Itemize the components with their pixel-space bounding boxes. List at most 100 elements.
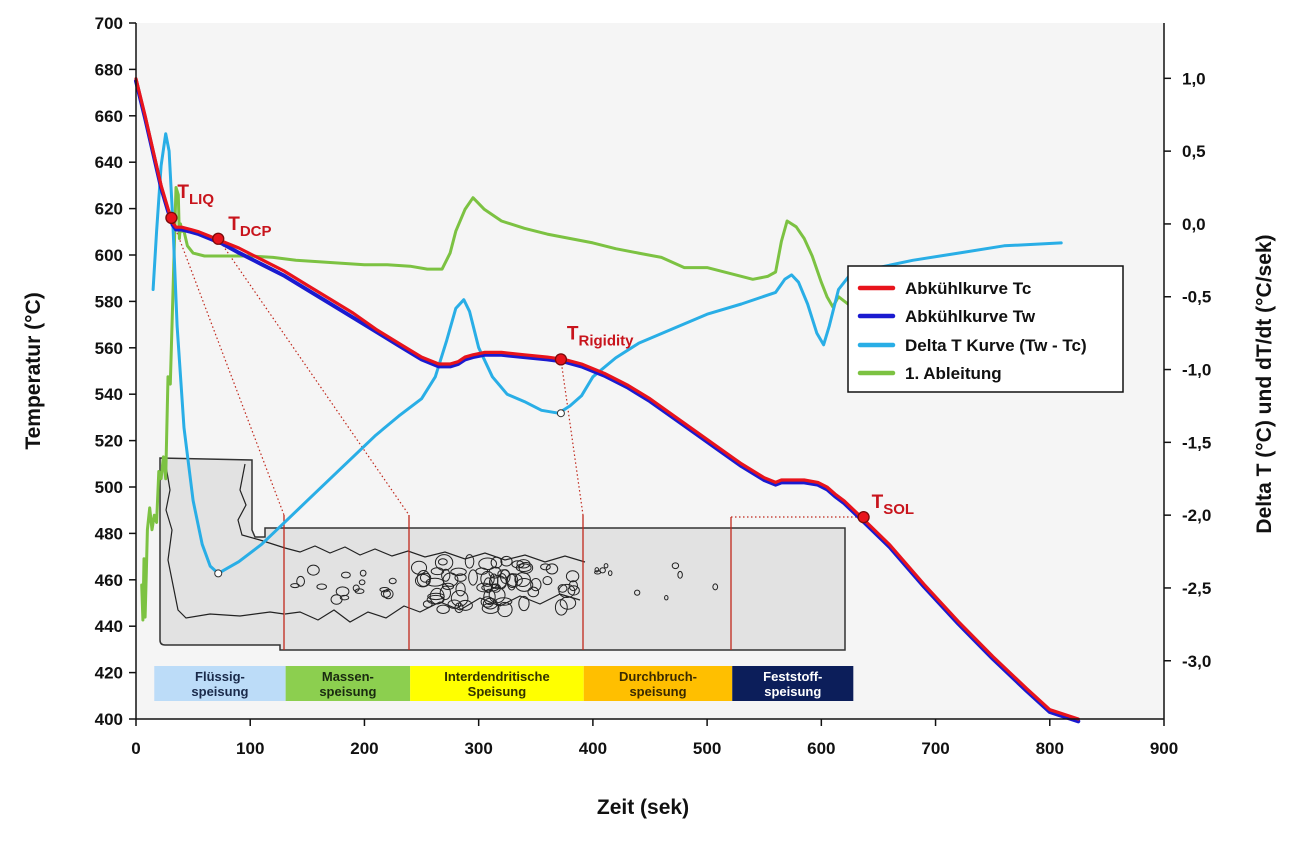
grain-cell	[500, 555, 513, 567]
grain-cell	[567, 585, 580, 596]
y-tick-label-11: 620	[95, 200, 123, 219]
zone-label-line: speisung	[629, 684, 686, 699]
zone-label-2: Interdendritische Speisung	[444, 669, 549, 699]
grain-cell	[634, 589, 641, 596]
zone-label-line: speisung	[191, 684, 248, 699]
y2-tick-label-5: -1,5	[1182, 433, 1211, 452]
marker-label-main: T	[228, 214, 240, 235]
y2-tick-label-1: 0,5	[1182, 142, 1206, 161]
grain-cell	[454, 573, 467, 582]
marker-label-sub: LIQ	[189, 191, 214, 208]
grain-cell	[514, 572, 531, 587]
marker-label-dcp: TDCP	[228, 214, 271, 240]
y-tick-label-8: 560	[95, 339, 123, 358]
grain-cell	[607, 570, 613, 576]
grain-cell	[422, 600, 433, 608]
y2-tick-label-6: -2,0	[1182, 506, 1211, 525]
grain-cell	[429, 587, 445, 605]
grain-cell	[354, 588, 365, 594]
y-tick-label-2: 440	[95, 617, 123, 636]
grain-cell	[455, 582, 466, 597]
grain-cell	[494, 597, 513, 606]
y-tick-label-12: 640	[95, 153, 123, 172]
grain-cell	[671, 562, 680, 570]
zone-label-line: Massen-	[322, 669, 374, 684]
zone-label-line: speisung	[319, 684, 376, 699]
zone-label-line: Interdendritische	[444, 669, 549, 684]
x-tick-label-2: 200	[350, 739, 378, 758]
grain-cells	[290, 554, 719, 618]
grain-cell	[497, 569, 510, 579]
grain-cell	[518, 595, 530, 612]
grain-cell	[359, 569, 367, 577]
dendrite-bottom-edge	[284, 593, 581, 623]
grain-cell	[559, 596, 577, 610]
grain-cell	[352, 584, 360, 592]
grain-cell	[447, 599, 462, 609]
series-line-derivative	[140, 186, 1075, 622]
grain-cell	[358, 579, 366, 586]
zone-bar-0	[154, 666, 286, 701]
grain-cell	[490, 556, 503, 569]
grain-cell	[568, 580, 578, 592]
x-tick-label-0: 0	[131, 739, 140, 758]
zone-label-line: Flüssig-	[195, 669, 245, 684]
grain-cell	[557, 584, 568, 593]
grain-cell	[515, 563, 532, 573]
y-tick-label-3: 460	[95, 571, 123, 590]
legend-label-tc: Abkühlkurve Tc	[905, 279, 1031, 298]
y-tick-label-14: 680	[95, 60, 123, 79]
x-tick-label-7: 700	[921, 739, 949, 758]
x-tick-label-6: 600	[807, 739, 835, 758]
y-axis-title: Temperatur (°C)	[22, 292, 45, 449]
zone-label-4: Feststoff-speisung	[763, 669, 822, 699]
grain-cell	[457, 599, 473, 611]
grain-cell	[475, 567, 489, 575]
grain-cell	[712, 583, 719, 591]
y-tick-label-1: 420	[95, 664, 123, 683]
x-tick-label-3: 300	[464, 739, 492, 758]
series-line-tc	[134, 77, 1080, 721]
grain-cell	[542, 576, 553, 586]
legend-label-tw: Abkühlkurve Tw	[905, 307, 1036, 326]
marker-label-main: T	[567, 323, 579, 344]
grain-cell	[594, 567, 600, 573]
zone-label-line: speisung	[764, 684, 821, 699]
grain-cell	[296, 575, 305, 587]
series-layer	[134, 77, 1081, 724]
legend: Abkühlkurve Tc Abkühlkurve Tw Delta T Ku…	[847, 265, 1124, 393]
zone-label-1: Massen-speisung	[319, 669, 376, 699]
y-tick-label-9: 580	[95, 292, 123, 311]
grain-cell	[383, 588, 394, 600]
y2-tick-label-0: 1,0	[1182, 69, 1206, 88]
x-tick-label-1: 100	[236, 739, 264, 758]
y-tick-label-7: 540	[95, 385, 123, 404]
grain-cell	[603, 563, 609, 569]
zone-bar-3	[583, 666, 733, 701]
grain-cell	[410, 560, 428, 575]
leader-lines	[170, 217, 864, 518]
zone-bar-4	[732, 666, 854, 701]
marker-label-sub: DCP	[240, 223, 272, 240]
leader-liq	[170, 217, 285, 516]
y-tick-label-0: 400	[95, 710, 123, 729]
series-line-delta	[151, 132, 1063, 575]
zone-label-3: Durchbruch-speisung	[619, 669, 697, 699]
grain-cell	[530, 577, 542, 592]
grain-cell	[437, 558, 448, 566]
delta-min-marker-0	[214, 569, 223, 578]
grain-cell	[527, 586, 540, 598]
marker-sol	[857, 511, 870, 524]
y-tick-label-5: 500	[95, 478, 123, 497]
legend-label-delta: Delta T Kurve (Tw - Tc)	[905, 336, 1087, 355]
grain-cell	[416, 569, 431, 587]
zone-bar-2	[410, 666, 584, 701]
grain-cell	[316, 583, 327, 590]
zone-label-line: Feststoff-	[763, 669, 822, 684]
grain-cell	[340, 571, 351, 579]
delta-min-marker-1	[556, 409, 565, 418]
grain-cell	[545, 563, 559, 575]
grain-cell	[434, 554, 454, 571]
